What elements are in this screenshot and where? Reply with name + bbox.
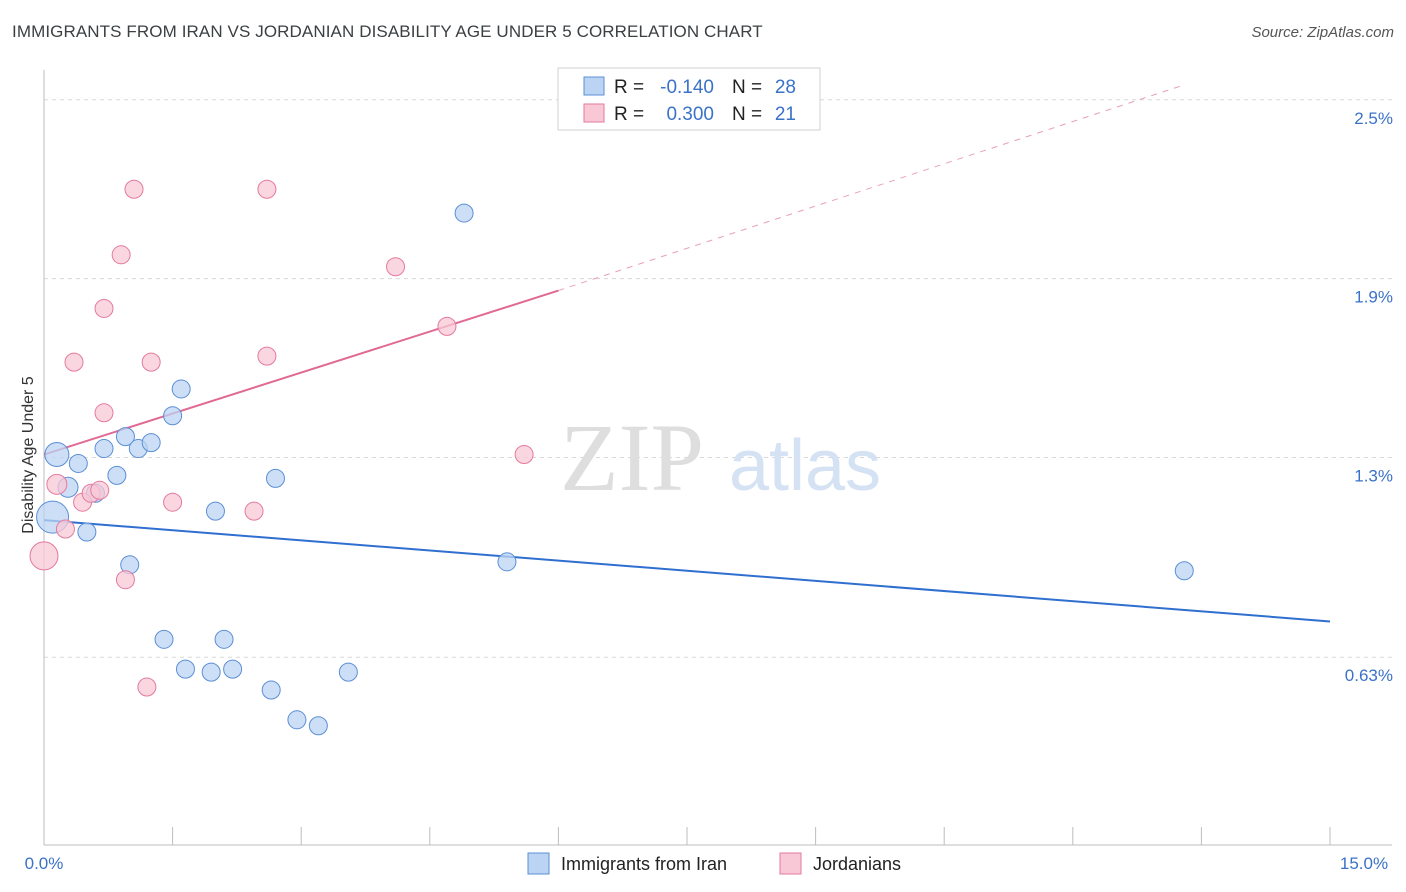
legend-r-label: R = bbox=[614, 77, 644, 98]
legend-n-value-iran: 28 bbox=[775, 77, 796, 98]
legend-swatch-iran bbox=[583, 76, 605, 96]
axes bbox=[43, 70, 1392, 846]
legend-swatch-jordan bbox=[583, 103, 605, 123]
point-jordan bbox=[64, 352, 84, 372]
legend-bottom: Immigrants from Iran Jordanians bbox=[527, 852, 901, 875]
y-tick-label: 2.5% bbox=[1354, 109, 1393, 128]
point-iran bbox=[175, 659, 195, 679]
point-jordan bbox=[111, 245, 131, 265]
y-axis-title: Disability Age Under 5 bbox=[20, 376, 37, 534]
point-iran bbox=[115, 427, 135, 447]
source-credit: Source: ZipAtlas.com bbox=[1251, 24, 1394, 41]
point-jordan bbox=[257, 346, 277, 366]
point-jordan bbox=[90, 480, 110, 500]
point-iran bbox=[265, 468, 285, 488]
point-iran bbox=[77, 522, 97, 542]
point-jordan bbox=[46, 473, 68, 495]
point-jordan bbox=[29, 541, 59, 571]
point-iran bbox=[497, 552, 517, 572]
point-iran bbox=[154, 629, 174, 649]
axis-labels: 2.5% 1.9% 1.3% 0.63% 0.0% 15.0% Disability Age… bbox=[20, 109, 1393, 873]
point-iran bbox=[205, 501, 225, 521]
watermark: ZIP atlas bbox=[560, 404, 881, 511]
watermark-zip: ZIP bbox=[560, 404, 704, 511]
legend-r-value-jordan: 0.300 bbox=[666, 104, 714, 125]
point-iran bbox=[107, 465, 127, 485]
point-iran bbox=[223, 659, 243, 679]
legend-n-label: N = bbox=[732, 77, 762, 98]
point-iran bbox=[171, 379, 191, 399]
point-iran bbox=[163, 406, 183, 426]
legend-bottom-swatch-jordan bbox=[779, 852, 802, 875]
point-jordan bbox=[163, 492, 183, 512]
point-jordan bbox=[94, 298, 114, 318]
point-iran bbox=[94, 439, 114, 459]
trend-line-jordan bbox=[43, 289, 559, 456]
point-jordan bbox=[55, 519, 75, 539]
legend-n-label: N = bbox=[732, 104, 762, 125]
legend-top: R = -0.140 N = 28 R = 0.300 N = 21 bbox=[557, 67, 821, 131]
point-iran bbox=[287, 710, 307, 730]
legend-r-value-iran: -0.140 bbox=[660, 77, 714, 98]
y-tick-label: 1.9% bbox=[1354, 288, 1393, 307]
trend-lines bbox=[43, 84, 1331, 623]
legend-bottom-label-iran: Immigrants from Iran bbox=[561, 854, 727, 874]
point-jordan bbox=[437, 316, 457, 336]
point-jordan bbox=[514, 445, 534, 465]
point-iran bbox=[68, 453, 88, 473]
point-jordan bbox=[137, 677, 157, 697]
point-jordan bbox=[94, 403, 114, 423]
point-jordan bbox=[141, 352, 161, 372]
point-iran bbox=[141, 433, 161, 453]
y-tick-label: 0.63% bbox=[1345, 666, 1393, 685]
watermark-atlas: atlas bbox=[729, 426, 881, 506]
point-jordan bbox=[244, 501, 264, 521]
point-iran bbox=[214, 629, 234, 649]
point-iran bbox=[338, 662, 358, 682]
point-iran bbox=[454, 203, 474, 223]
trend-line-iran bbox=[43, 519, 1331, 623]
legend-n-value-jordan: 21 bbox=[775, 104, 796, 125]
x-tick-label: 0.0% bbox=[25, 854, 64, 873]
x-tick-label: 15.0% bbox=[1340, 854, 1388, 873]
point-jordan bbox=[257, 179, 277, 199]
point-iran bbox=[1174, 561, 1194, 581]
point-jordan bbox=[386, 257, 406, 277]
point-iran bbox=[261, 680, 281, 700]
point-jordan bbox=[124, 179, 144, 199]
point-iran bbox=[308, 716, 328, 736]
y-tick-label: 1.3% bbox=[1354, 467, 1393, 486]
legend-r-label: R = bbox=[614, 104, 644, 125]
point-iran bbox=[201, 662, 221, 682]
chart-title: IMMIGRANTS FROM IRAN VS JORDANIAN DISABI… bbox=[12, 22, 763, 41]
point-jordan bbox=[115, 570, 135, 590]
data-points bbox=[29, 179, 1194, 736]
point-iran bbox=[44, 442, 70, 468]
legend-bottom-swatch-iran bbox=[527, 852, 550, 875]
legend-bottom-label-jordan: Jordanians bbox=[813, 854, 901, 874]
trend-line-jordan-projection bbox=[558, 84, 1185, 292]
